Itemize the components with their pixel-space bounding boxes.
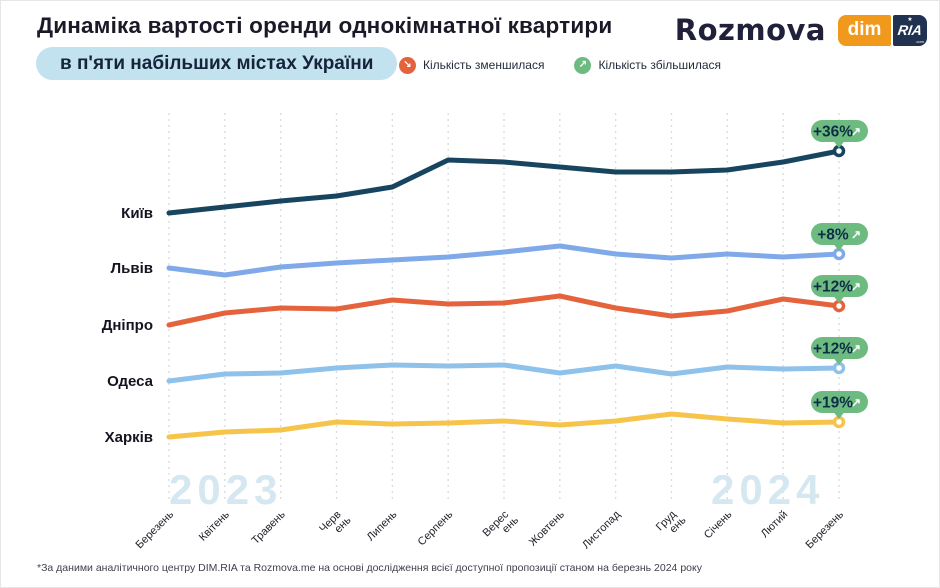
- x-label-5: Серпень: [416, 508, 456, 548]
- change-badge-kharkiv: +19%↗: [810, 391, 868, 419]
- x-label-1: Квітень: [197, 508, 232, 543]
- ria-logo: ★ RIA .com: [893, 14, 927, 46]
- star-icon: ★: [907, 16, 913, 23]
- city-label-lviv: Львів: [111, 260, 153, 277]
- arrow-up-right-icon: ↗: [851, 396, 861, 410]
- arrow-up-right-icon: ↗: [851, 280, 861, 294]
- line-kharkiv: [166, 411, 842, 440]
- x-label-9: Грудень: [654, 506, 689, 541]
- legend-item-decrease: ↘ Кількість зменшилася: [399, 56, 545, 74]
- arrow-up-right-icon: ↗: [851, 342, 861, 356]
- legend: ↘ Кількість зменшилася ↗ Кількість збіль…: [399, 55, 721, 75]
- change-badge-kyiv: +36%↗: [810, 120, 868, 148]
- legend-label-decrease: Кількість зменшилася: [423, 58, 545, 72]
- x-label-3: Червень: [317, 506, 354, 543]
- ria-com-text: .com: [915, 38, 924, 44]
- badge-value-odesa: +12%: [813, 341, 853, 358]
- arrow-up-right-icon: ↗: [851, 228, 861, 242]
- x-label-8: Листопад: [580, 508, 623, 551]
- line-odesa: [166, 362, 842, 384]
- badge-value-kyiv: +36%: [813, 124, 853, 141]
- city-label-kharkiv: Харків: [105, 429, 153, 446]
- city-label-dnipro: Дніпро: [102, 317, 153, 334]
- x-label-2: Травень: [250, 508, 288, 546]
- x-label-7: Жовтень: [527, 508, 567, 548]
- arrow-up-right-icon: ↗: [574, 56, 592, 74]
- page-subtitle: в п'яти набільших містах України: [36, 47, 398, 80]
- x-label-11: Лютий: [759, 509, 791, 541]
- x-label-12: Березень: [804, 508, 847, 551]
- x-label-0: Березень: [134, 508, 177, 551]
- arrow-down-right-icon: ↘: [399, 56, 416, 74]
- line-dnipro: [166, 293, 842, 328]
- change-badge-lviv: +8% ↗: [810, 223, 868, 251]
- legend-label-increase: Кількість збільшилася: [598, 58, 722, 72]
- logos: Rozmova dim ★ RIA .com: [675, 13, 927, 47]
- city-label-odesa: Одеса: [107, 373, 153, 390]
- change-badge-dnipro: +12%↗: [810, 275, 868, 303]
- page-title: Динаміка вартості оренди однокімнатної к…: [37, 13, 613, 38]
- legend-item-increase: ↗ Кількість збільшилася: [574, 56, 722, 74]
- change-badge-odesa: +12%↗: [810, 337, 868, 365]
- badge-value-kharkiv: +19%: [813, 395, 853, 412]
- line-lviv: [166, 243, 842, 278]
- x-label-10: Січень: [702, 508, 735, 541]
- source-note: *За даними аналітичного центру DIM.RIA т…: [37, 562, 702, 574]
- x-label-6: Вересень: [481, 506, 522, 547]
- line-kyiv: [166, 148, 842, 216]
- year-watermark-2024: 2024: [711, 466, 824, 513]
- dim-logo: dim: [838, 14, 891, 46]
- x-label-4: Липень: [365, 508, 400, 543]
- rozmova-logo: Rozmova: [674, 13, 826, 47]
- badge-value-dnipro: +12%: [813, 279, 853, 296]
- arrow-up-right-icon: ↗: [851, 125, 861, 139]
- year-watermark-2023: 2023: [169, 466, 282, 513]
- badge-value-lviv: +8%: [817, 227, 849, 244]
- city-label-kyiv: Київ: [121, 205, 153, 222]
